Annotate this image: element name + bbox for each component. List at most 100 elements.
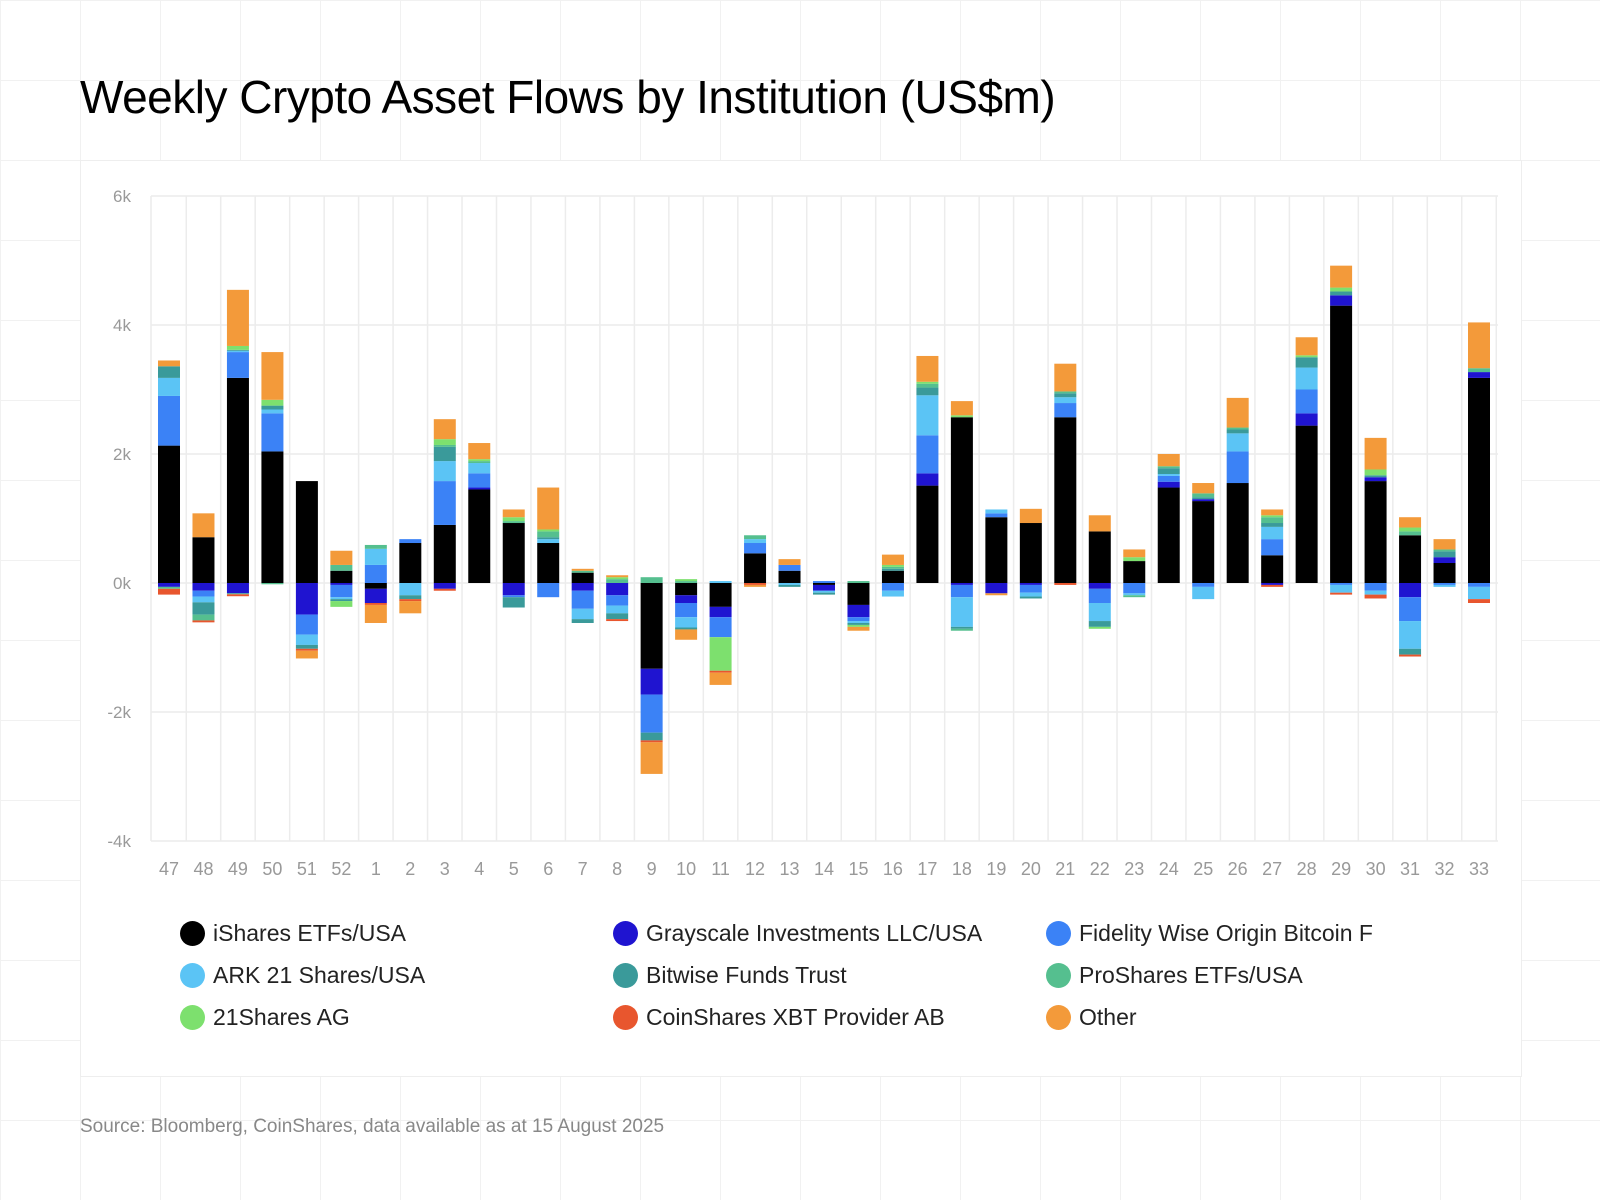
bar-segment	[364, 583, 387, 589]
bar-segment	[744, 535, 767, 540]
bar-segment	[1261, 515, 1284, 518]
bar-segment	[1330, 287, 1353, 292]
bar-segment	[295, 481, 318, 583]
bar-segment	[1123, 583, 1146, 594]
bar-segment	[985, 583, 1008, 594]
bar-segment	[744, 539, 767, 544]
bar-segment	[847, 622, 870, 625]
bar-segment	[1433, 557, 1456, 564]
x-tick-label: 21	[1055, 859, 1075, 879]
bar-segment	[778, 584, 801, 587]
bar-segment	[985, 509, 1008, 514]
bar-segment	[433, 588, 456, 591]
x-tick-label: 20	[1021, 859, 1041, 879]
bar-segment	[330, 583, 353, 585]
bar-segment	[1019, 592, 1042, 597]
bar-segment	[1054, 393, 1077, 398]
x-tick-label: 12	[745, 859, 765, 879]
bar-segment	[847, 617, 870, 622]
bar-segment	[158, 377, 180, 396]
bar-segment	[1088, 588, 1111, 603]
bar-segment	[950, 584, 973, 598]
bar-segment	[571, 572, 594, 583]
bar-segment	[847, 626, 870, 631]
bar-segment	[399, 595, 422, 600]
x-tick-label: 14	[814, 859, 834, 879]
legend-item: ProShares ETFs/USA	[1046, 962, 1479, 988]
legend-label: CoinShares XBT Provider AB	[646, 1003, 945, 1030]
bar-segment	[1399, 531, 1422, 536]
bar-segment	[1468, 586, 1490, 600]
bar-segment	[1088, 531, 1111, 583]
bar-segment	[813, 592, 835, 595]
bar-segment	[1399, 517, 1422, 528]
bar-segment	[606, 579, 629, 583]
x-tick-label: 26	[1228, 859, 1248, 879]
bar-segment	[1399, 535, 1422, 583]
bar-segment	[1295, 367, 1318, 390]
legend-swatch-icon	[613, 1004, 638, 1030]
bar-segment	[950, 401, 973, 416]
bar-segment	[1330, 265, 1353, 288]
bar-segment	[1399, 621, 1422, 649]
bar-segment	[675, 627, 698, 630]
x-tick-label: 51	[297, 859, 317, 879]
legend-item: CoinShares XBT Provider AB	[613, 1004, 1046, 1030]
bar-segment	[537, 539, 560, 544]
chart-title: Weekly Crypto Asset Flows by Institution…	[80, 71, 1056, 123]
bar-segment	[1192, 583, 1215, 587]
legend-item: iShares ETFs/USA	[180, 920, 613, 946]
bar-segment	[1261, 584, 1284, 587]
x-tick-label: 10	[676, 859, 696, 879]
bar-segment	[1399, 654, 1422, 657]
bar-segment	[1468, 372, 1490, 378]
bar-segment	[502, 597, 525, 608]
bar-segment	[537, 583, 560, 598]
chart-card: -4k -2k 0k 2k 4k 6k 47 48 49 50 51 52 1 2 3 4 5 6 7 8 9 10 11 1…	[80, 160, 1522, 1077]
bar-segment	[1123, 593, 1146, 596]
bar-segment	[1054, 363, 1077, 392]
legend-item: Bitwise Funds Trust	[613, 962, 1046, 988]
bar-segment	[433, 446, 456, 462]
y-tick-label: -4k	[107, 832, 131, 851]
bar-segment	[847, 581, 870, 583]
bar-segment	[468, 489, 491, 583]
bar-segment	[1330, 295, 1353, 306]
bar-segment	[433, 481, 456, 525]
bar-segment	[1123, 549, 1146, 558]
bar-segment	[433, 439, 456, 445]
bar-segment	[640, 668, 663, 695]
x-tick-label: 3	[440, 859, 450, 879]
bar-segment	[1192, 586, 1215, 600]
legend-label: iShares ETFs/USA	[213, 919, 406, 946]
bar-segment	[158, 588, 180, 595]
bar-segment	[606, 613, 629, 620]
bar-segment	[1088, 583, 1111, 589]
bar-segment	[1019, 584, 1042, 593]
bar-segment	[502, 517, 525, 522]
bar-segment	[226, 352, 249, 378]
bar-segment	[468, 443, 491, 460]
bar-segment	[1088, 621, 1111, 627]
bar-segment	[158, 395, 180, 446]
x-tick-label: 50	[262, 859, 282, 879]
bar-segment	[433, 524, 456, 583]
bar-segment	[881, 568, 904, 571]
x-tick-label: 22	[1090, 859, 1110, 879]
bar-segment	[709, 606, 732, 618]
bar-segment	[192, 614, 215, 621]
x-tick-label: 47	[159, 859, 179, 879]
bar-segment	[226, 593, 249, 595]
bar-segment	[364, 588, 387, 603]
x-tick-label: 52	[331, 859, 351, 879]
bar-segment	[537, 537, 560, 540]
bar-segment	[606, 605, 629, 614]
legend-swatch-icon	[180, 1004, 205, 1030]
bar-segment	[1192, 483, 1215, 494]
bar-segment	[537, 543, 560, 583]
x-tick-label: 1	[371, 859, 381, 879]
bar-segment	[261, 451, 284, 583]
bar-segment	[399, 539, 422, 544]
bar-segment	[1364, 477, 1387, 482]
bar-segment	[709, 637, 732, 671]
